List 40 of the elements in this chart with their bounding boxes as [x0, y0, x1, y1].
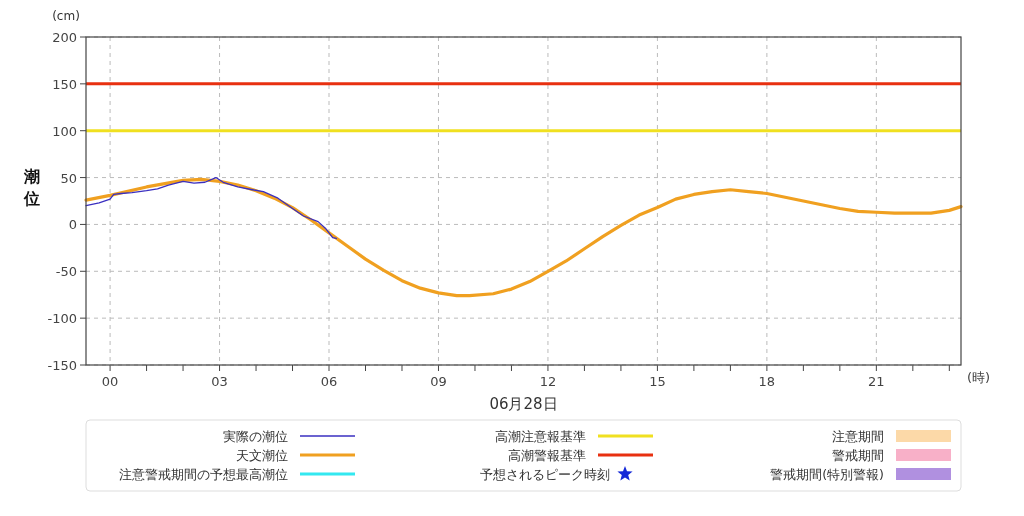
legend-item: 警戒期間(特別警報): [770, 467, 951, 482]
x-tick-label: 21: [868, 374, 885, 389]
x-tick-label: 12: [539, 374, 557, 389]
x-tick-label: 03: [211, 374, 228, 389]
y-tick-label: 0: [68, 217, 77, 233]
y-tick-label: 150: [52, 76, 77, 92]
legend-item: 予想されるピーク時刻: [480, 466, 633, 482]
y-tick-label: 200: [52, 30, 77, 45]
legend-item: 天文潮位: [236, 448, 355, 463]
y-axis-title: 潮位: [23, 167, 40, 208]
y-tick-label: 50: [60, 170, 77, 186]
x-tick-label: 18: [758, 374, 776, 389]
legend-label: 警戒期間(特別警報): [770, 467, 884, 482]
y-tick-label: -50: [55, 264, 77, 280]
legend-item: 注意期間: [832, 429, 951, 444]
x-tick-label: 09: [430, 374, 447, 389]
line-series: [85, 176, 337, 240]
legend-label: 高潮注意報基準: [495, 429, 586, 444]
legend-item: 高潮注意報基準: [495, 429, 653, 444]
legend-item: 高潮警報基準: [508, 448, 653, 463]
text: (cm): [52, 9, 80, 23]
legend-label: 注意警戒期間の予想最高潮位: [119, 467, 288, 482]
legend-label: 高潮警報基準: [508, 448, 586, 463]
legend-label: 予想されるピーク時刻: [480, 467, 610, 482]
legend-item: 警戒期間: [832, 448, 951, 463]
x-axis-title: (時): [967, 370, 991, 385]
legend-label: 警戒期間: [832, 448, 884, 463]
legend-item: 実際の潮位: [223, 429, 356, 444]
legend-label: 実際の潮位: [223, 429, 288, 444]
x-tick-label: 15: [649, 374, 666, 389]
legend-label: 天文潮位: [236, 448, 288, 463]
y-tick-label: 100: [52, 123, 77, 139]
legend-item: 注意警戒期間の予想最高潮位: [119, 467, 355, 482]
text: 06月28日: [489, 395, 558, 413]
y-tick-label: -150: [47, 358, 77, 373]
x-tick-label: 00: [101, 374, 119, 389]
line-series: [84, 177, 963, 298]
x-tick-label: 06: [320, 374, 338, 389]
legend-label: 注意期間: [832, 429, 884, 444]
y-tick-label: -100: [47, 311, 77, 327]
